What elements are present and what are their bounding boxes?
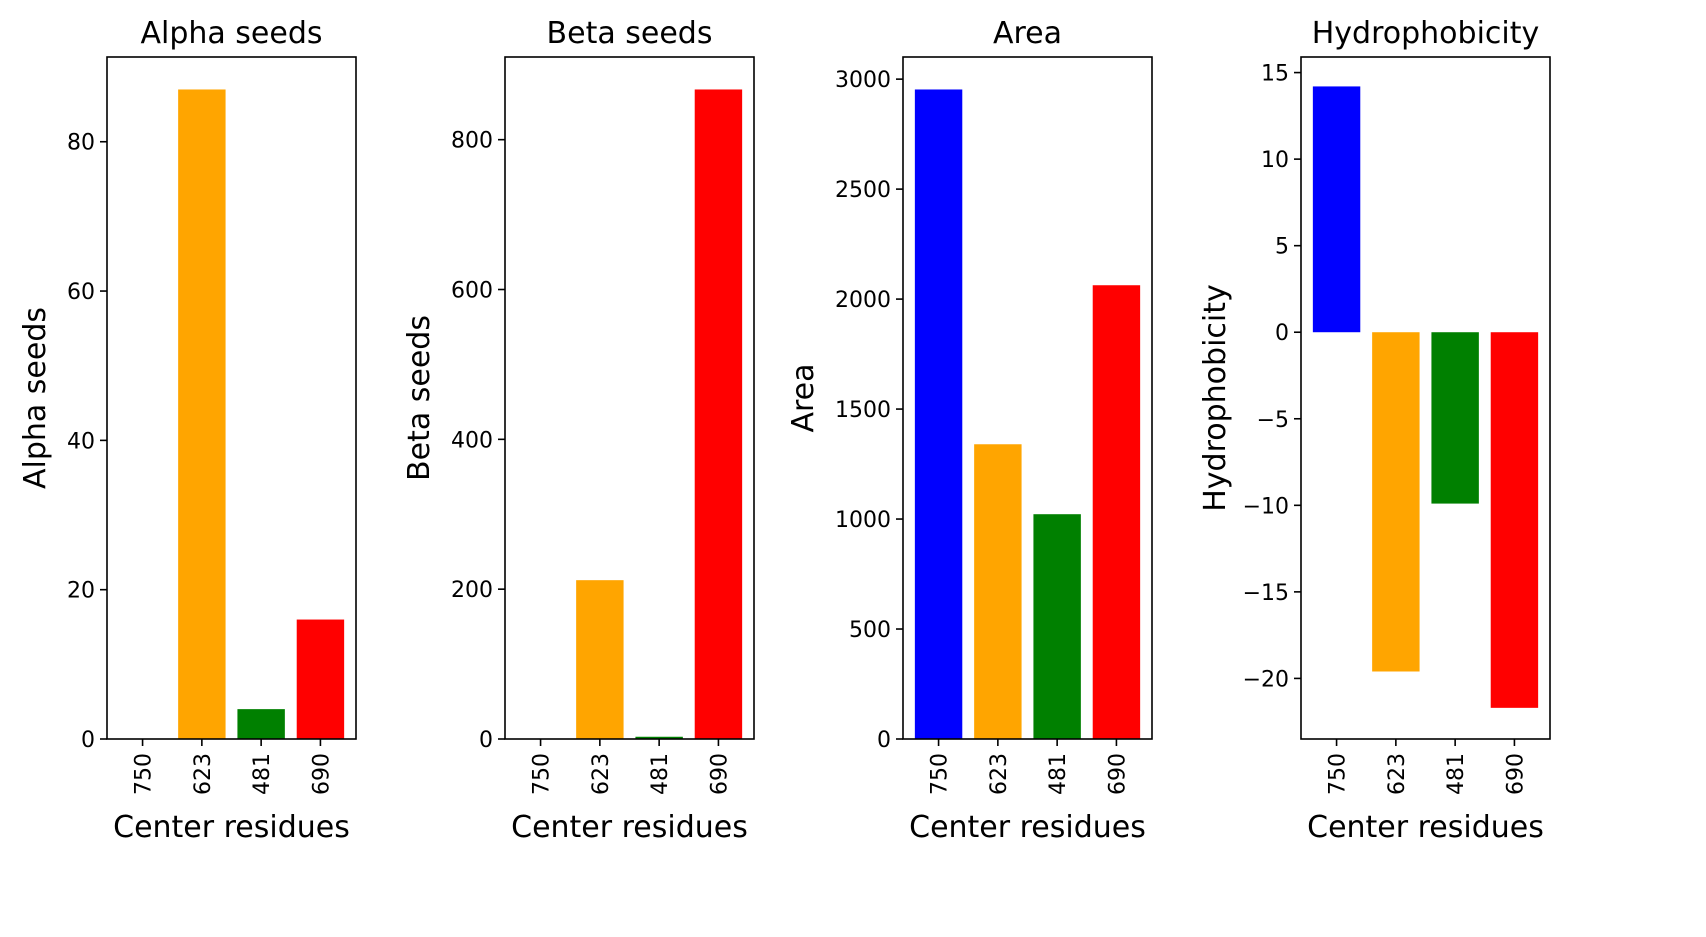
y-ticks: 0 200 400 600 800 [451,129,505,753]
x-ticks: 750 623 481 690 [530,739,732,795]
bar-750 [914,89,963,739]
bar-690 [296,619,345,739]
x-ticks: 750 623 481 690 [1326,739,1528,795]
y-tick-label: 0 [479,728,493,753]
bar-481 [1033,514,1081,739]
y-tick-label: 40 [67,429,95,454]
y-tick-label: 15 [1261,62,1289,87]
plot-frame [902,56,1153,740]
x-tick-label: 750 [530,753,555,795]
bars-layer [576,89,743,739]
y-ticks: −20 −15 −10 −5 0 5 10 15 [1243,62,1301,692]
y-tick-label: −20 [1243,667,1289,692]
x-tick-label: 623 [191,753,216,795]
panel-hydrophobicity: −20 −15 −10 −5 0 5 10 15 750 623 481 690 Hydrophob… [1198,16,1551,845]
x-tick-label: 481 [250,753,275,795]
panel-title: Beta seeds [547,16,713,51]
y-tick-label: 0 [1275,321,1289,346]
bar-623 [1372,332,1420,672]
bar-481 [635,736,683,739]
y-tick-label: −15 [1243,581,1289,606]
x-tick-label: 750 [1326,753,1351,795]
x-tick-label: 481 [1444,753,1469,795]
bar-690 [694,89,743,739]
y-tick-label: 10 [1261,148,1289,173]
panel-alpha-seeds: 0 20 40 60 80 750 623 481 690 Alpha seeds Cente… [18,16,357,845]
y-axis-label: Hydrophobicity [1198,284,1233,512]
bar-623 [576,580,624,739]
x-tick-label: 623 [589,753,614,795]
x-tick-label: 690 [1105,753,1130,795]
bar-623 [178,89,226,739]
y-axis-label: Alpha seeds [18,307,53,489]
bar-750 [1312,86,1361,333]
bars-layer [178,89,345,739]
y-tick-label: 20 [67,579,95,604]
y-tick-label: 80 [67,131,95,156]
panel-title: Area [993,16,1062,51]
panel-area: 0 500 1000 1500 2000 2500 3000 750 623 481 690 Ar… [786,16,1153,845]
y-tick-label: 5 [1275,235,1289,260]
x-tick-label: 481 [1046,753,1071,795]
panel-title: Alpha seeds [140,16,322,51]
x-tick-label: 623 [987,753,1012,795]
bars-layer [914,89,1141,739]
x-tick-label: 690 [309,753,334,795]
x-tick-label: 750 [928,753,953,795]
x-axis-label: Center residues [511,810,748,845]
y-tick-label: 500 [849,618,891,643]
y-tick-label: 200 [451,578,493,603]
x-tick-label: 481 [648,753,673,795]
x-ticks: 750 623 481 690 [132,739,334,795]
bars-layer [1312,86,1539,708]
panel-beta-seeds: 0 200 400 600 800 750 623 481 690 Beta seeds Ce… [402,16,755,845]
y-tick-label: 800 [451,129,493,154]
y-tick-label: 1000 [835,508,891,533]
bar-481 [1431,332,1479,504]
y-tick-label: 2000 [835,288,891,313]
x-ticks: 750 623 481 690 [928,739,1130,795]
x-tick-label: 623 [1385,753,1410,795]
y-tick-label: 1500 [835,398,891,423]
y-axis-label: Area [786,363,821,432]
y-tick-label: −5 [1257,408,1289,433]
x-axis-label: Center residues [909,810,1146,845]
y-ticks: 0 500 1000 1500 2000 2500 3000 [835,68,903,753]
x-tick-label: 690 [707,753,732,795]
y-tick-label: 400 [451,428,493,453]
bar-690 [1092,285,1141,739]
y-tick-label: 0 [81,728,95,753]
x-tick-label: 750 [132,753,157,795]
y-ticks: 0 20 40 60 80 [67,131,107,753]
y-tick-label: 0 [877,728,891,753]
y-tick-label: 2500 [835,178,891,203]
bar-481 [237,709,285,739]
y-axis-label: Beta seeds [402,315,437,481]
y-tick-label: −10 [1243,494,1289,519]
y-tick-label: 600 [451,279,493,304]
bar-623 [974,444,1022,739]
plot-frame [106,56,357,740]
x-axis-label: Center residues [1307,810,1544,845]
y-tick-label: 3000 [835,68,891,93]
x-axis-label: Center residues [113,810,350,845]
bar-690 [1490,332,1539,708]
panel-title: Hydrophobicity [1312,16,1540,51]
plot-frame [504,56,755,740]
y-tick-label: 60 [67,280,95,305]
x-tick-label: 690 [1503,753,1528,795]
plot-frame [1300,56,1551,740]
